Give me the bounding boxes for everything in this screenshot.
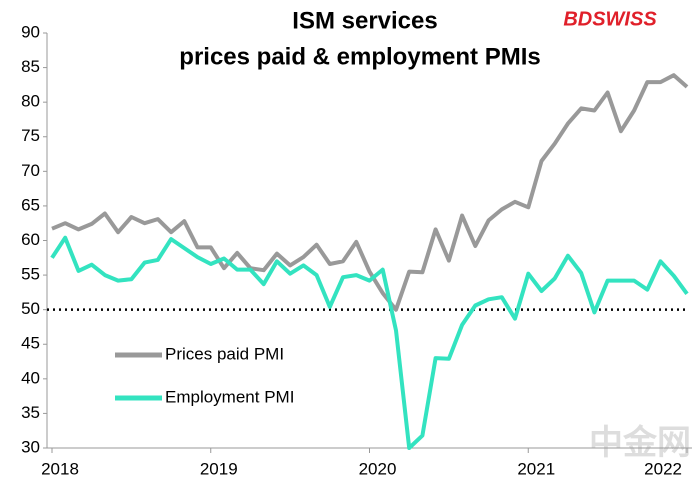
legend-label: Prices paid PMI (165, 344, 284, 363)
y-tick-label: 70 (21, 161, 40, 180)
chart-title: prices paid & employment PMIs (179, 43, 540, 70)
x-tick-label: 2018 (41, 459, 79, 478)
x-tick-label: 2021 (517, 459, 555, 478)
y-tick-label: 55 (21, 265, 40, 284)
y-tick-label: 40 (21, 368, 40, 387)
y-tick-label: 35 (21, 403, 40, 422)
x-tick-label: 2022 (644, 459, 682, 478)
line-series (51, 73, 689, 312)
y-tick-label: 85 (21, 57, 40, 76)
y-tick-label: 30 (21, 437, 40, 456)
y-tick-label: 50 (21, 299, 40, 318)
y-tick-label: 90 (21, 22, 40, 41)
logo: BDSWISS (563, 8, 657, 30)
line-series (50, 235, 689, 450)
y-tick-label: 80 (21, 92, 40, 111)
y-tick-label: 60 (21, 230, 40, 249)
y-tick-label: 45 (21, 334, 40, 353)
y-tick-label: 75 (21, 126, 40, 145)
chart-title: ISM services (292, 7, 437, 34)
watermark: 中金网 (589, 423, 691, 462)
y-tick-label: 65 (21, 195, 40, 214)
x-tick-label: 2019 (200, 459, 238, 478)
legend-label: Employment PMI (165, 387, 294, 406)
x-tick-label: 2020 (359, 459, 397, 478)
